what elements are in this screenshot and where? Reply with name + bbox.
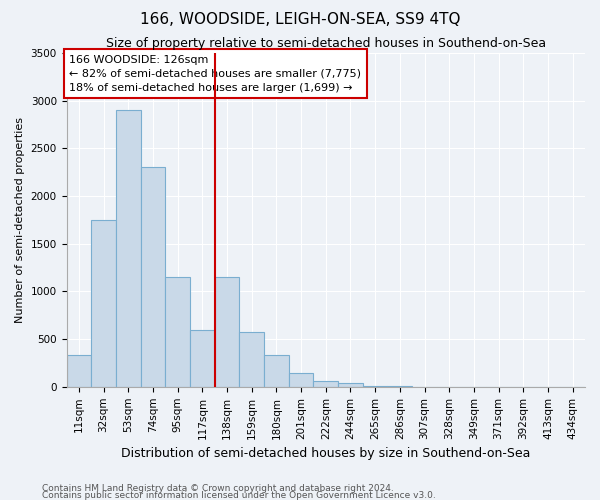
Y-axis label: Number of semi-detached properties: Number of semi-detached properties: [15, 117, 25, 323]
Bar: [239, 332, 264, 387]
Title: Size of property relative to semi-detached houses in Southend-on-Sea: Size of property relative to semi-detach…: [106, 38, 546, 51]
X-axis label: Distribution of semi-detached houses by size in Southend-on-Sea: Distribution of semi-detached houses by …: [121, 447, 530, 460]
Text: 166 WOODSIDE: 126sqm
← 82% of semi-detached houses are smaller (7,775)
18% of se: 166 WOODSIDE: 126sqm ← 82% of semi-detac…: [69, 54, 361, 92]
Bar: [67, 356, 91, 387]
Bar: [338, 382, 363, 387]
Text: Contains public sector information licensed under the Open Government Licence v3: Contains public sector information licen…: [42, 491, 436, 500]
Bar: [116, 110, 140, 387]
Bar: [165, 277, 190, 387]
Bar: [91, 220, 116, 387]
Bar: [289, 372, 313, 387]
Bar: [215, 277, 239, 387]
Bar: [140, 168, 165, 387]
Text: 166, WOODSIDE, LEIGH-ON-SEA, SS9 4TQ: 166, WOODSIDE, LEIGH-ON-SEA, SS9 4TQ: [140, 12, 460, 28]
Bar: [264, 356, 289, 387]
Text: Contains HM Land Registry data © Crown copyright and database right 2024.: Contains HM Land Registry data © Crown c…: [42, 484, 394, 493]
Bar: [313, 380, 338, 387]
Bar: [190, 330, 215, 387]
